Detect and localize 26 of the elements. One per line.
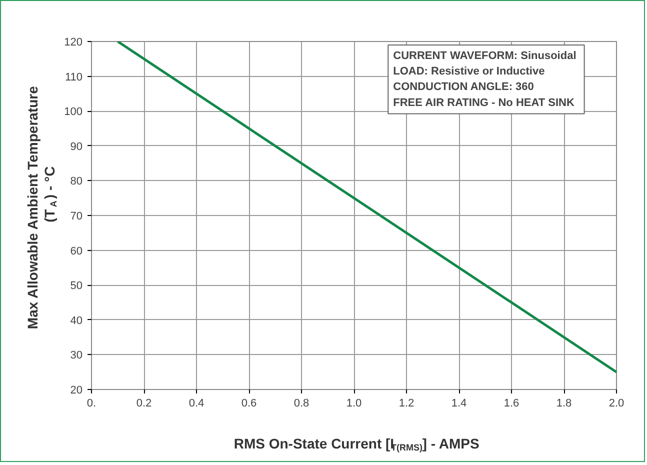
y-tick-label: 80	[70, 176, 83, 188]
x-tick-label: 1.8	[556, 398, 572, 410]
y-tick-label: 50	[70, 280, 83, 292]
x-tick-label: 0.2	[136, 398, 152, 410]
x-tick-label: 2.0	[608, 398, 624, 410]
y-tick-label: 30	[70, 350, 83, 362]
y-tick-label: 70	[70, 210, 83, 222]
x-tick-label: 1.2	[398, 398, 414, 410]
x-tick-label: 0.	[86, 398, 96, 410]
annotation: FREE AIR RATING - No HEAT SINK	[393, 96, 574, 109]
x-tick-label: 1.6	[504, 398, 520, 410]
x-tick-label: 0.4	[188, 398, 204, 410]
y-tick-label: 100	[64, 106, 83, 118]
y-tick-label: 20	[70, 384, 83, 396]
annotation: CURRENT WAVEFORM: Sinusoidal	[393, 50, 576, 62]
x-tick-label: 1.0	[346, 398, 362, 410]
y-tick-label: 60	[70, 245, 83, 258]
y-tick-label: 110	[64, 71, 83, 84]
annotation: CONDUCTION ANGLE: 360	[393, 81, 534, 94]
y-tick-label: 40	[70, 314, 83, 327]
x-tick-label: 0.8	[294, 398, 310, 410]
x-tick-label: 1.4	[451, 398, 467, 410]
annotation: LOAD: Resistive or Inductive	[393, 66, 545, 78]
y-tick-label: 90	[70, 140, 83, 153]
x-tick-label: 0.6	[241, 398, 257, 410]
y-tick-label: 120	[64, 36, 83, 48]
